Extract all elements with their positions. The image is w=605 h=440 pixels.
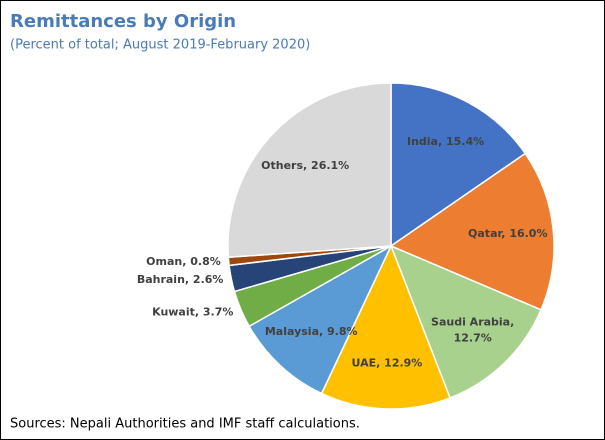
- slice-label: Qatar, 16.0%: [468, 227, 547, 240]
- category-label: Malaysia: [265, 325, 319, 338]
- category-label: Others: [261, 159, 303, 172]
- category-label: Bahrain: [137, 273, 185, 286]
- category-label: Qatar: [468, 227, 503, 240]
- pie-slice: [390, 82, 527, 248]
- pie-slice: [248, 244, 393, 395]
- label-separator: ,: [195, 305, 203, 318]
- value-label: 9.8%: [327, 325, 358, 338]
- label-separator: ,: [185, 273, 193, 286]
- category-label: UAE: [352, 356, 377, 369]
- category-label: India: [407, 135, 438, 148]
- label-separator: ,: [510, 315, 514, 328]
- label-separator: ,: [319, 325, 327, 338]
- slice-label: UAE, 12.9%: [352, 356, 423, 369]
- value-label: 3.7%: [203, 305, 234, 318]
- value-label: 2.6%: [193, 273, 224, 286]
- slice-label: Saudi Arabia, 12.7%: [431, 315, 514, 344]
- chart-subtitle: (Percent of total; August 2019-February …: [10, 38, 310, 53]
- label-separator: ,: [438, 135, 446, 148]
- label-separator: ,: [303, 159, 311, 172]
- slice-label: India, 15.4%: [407, 135, 484, 148]
- slice-label: Oman, 0.8%: [146, 255, 221, 268]
- value-label: 12.9%: [384, 356, 422, 369]
- pie-slice: [389, 244, 542, 399]
- value-label: 15.4%: [446, 135, 484, 148]
- slice-label: Kuwait, 3.7%: [152, 305, 233, 318]
- value-label: 0.8%: [190, 255, 221, 268]
- category-label: Oman: [146, 255, 182, 268]
- label-separator: ,: [376, 356, 384, 369]
- label-separator: ,: [182, 255, 190, 268]
- label-separator: ,: [501, 227, 509, 240]
- category-label: Kuwait: [152, 305, 195, 318]
- chart-title: Remittances by Origin: [10, 11, 236, 32]
- pie-slice: [320, 244, 452, 410]
- pie-slice: [389, 152, 555, 311]
- value-label: 26.1%: [311, 159, 349, 172]
- category-label: Saudi Arabia: [431, 315, 510, 328]
- pie-slice: [227, 82, 392, 259]
- source-note: Sources: Nepali Authorities and IMF staf…: [10, 417, 360, 432]
- slice-label: Others, 26.1%: [261, 159, 349, 172]
- slice-label: Malaysia, 9.8%: [265, 325, 358, 338]
- value-label: 16.0%: [509, 227, 547, 240]
- value-label: 12.7%: [454, 331, 492, 344]
- slice-label: Bahrain, 2.6%: [137, 273, 224, 286]
